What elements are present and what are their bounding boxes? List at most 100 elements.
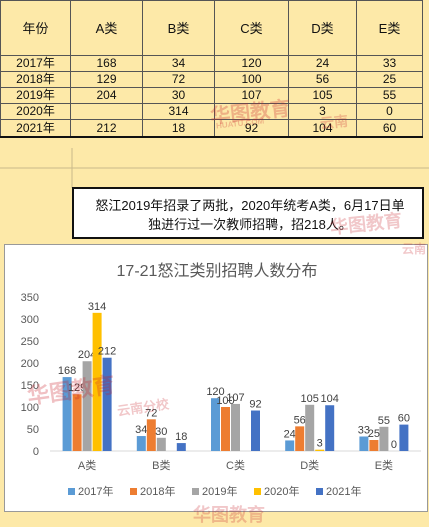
y-tick-label: 150 <box>21 380 39 392</box>
table-header-cell[interactable]: C类 <box>214 0 289 56</box>
year-cell[interactable]: 2018年 <box>0 71 71 88</box>
x-category-label: C类 <box>226 458 245 472</box>
chart-canvas: 17-21怒江类别招聘人数分布050100150200250300350A类16… <box>21 262 421 498</box>
bar-2021年-B类 <box>176 443 186 451</box>
bar-2021年-E类 <box>399 424 409 451</box>
y-tick-label: 300 <box>21 314 39 326</box>
value-cell[interactable]: 56 <box>288 71 357 88</box>
bar-2017年-B类 <box>136 436 146 451</box>
data-label: 56 <box>294 414 306 426</box>
data-label: 129 <box>68 382 86 394</box>
table-header-cell[interactable]: E类 <box>356 0 423 56</box>
value-cell[interactable]: 24 <box>288 55 357 72</box>
data-label: 107 <box>226 392 244 404</box>
table-header-row: 年份 A类 B类 C类 D类 E类 <box>0 0 423 56</box>
value-cell[interactable]: 212 <box>70 119 143 138</box>
legend-swatch <box>192 488 199 495</box>
data-table: 年份 A类 B类 C类 D类 E类 2017年 168 34 120 24 33 2018年 129 72 1… <box>0 0 423 138</box>
data-label: 212 <box>98 346 116 358</box>
legend-label: 2021年 <box>326 484 361 498</box>
value-cell[interactable]: 104 <box>288 119 357 138</box>
bar-2020年-A类 <box>92 312 102 451</box>
table-header-cell[interactable]: B类 <box>142 0 215 56</box>
data-label: 24 <box>284 428 296 440</box>
legend-swatch <box>254 488 261 495</box>
legend-swatch <box>130 488 137 495</box>
y-tick-label: 0 <box>33 446 39 458</box>
value-cell[interactable] <box>70 103 143 120</box>
value-cell[interactable]: 107 <box>214 87 289 104</box>
data-label: 34 <box>135 424 147 436</box>
bar-2021年-C类 <box>251 410 260 451</box>
x-category-label: E类 <box>375 458 393 472</box>
data-label: 72 <box>145 407 157 419</box>
bar-2018年-E类 <box>369 440 379 451</box>
value-cell[interactable]: 33 <box>356 55 423 72</box>
data-label: 120 <box>206 386 224 398</box>
note-line-1: 怒江2019年招录了两批，2020年统考A类，6月17日单 <box>95 198 405 213</box>
bar-2018年-B类 <box>146 419 156 451</box>
bar-2020年-D类 <box>315 449 325 451</box>
value-cell[interactable]: 168 <box>70 55 143 72</box>
table-row: 2020年 314 3 0 <box>0 103 423 120</box>
bar-2018年-D类 <box>295 426 305 451</box>
value-cell[interactable]: 120 <box>214 55 289 72</box>
data-label: 100 <box>216 395 234 407</box>
year-cell[interactable]: 2019年 <box>0 87 71 104</box>
legend-label: 2017年 <box>78 484 113 498</box>
value-cell[interactable]: 18 <box>142 119 215 138</box>
y-tick-label: 100 <box>21 402 39 414</box>
value-cell[interactable]: 25 <box>356 71 423 88</box>
value-cell[interactable]: 3 <box>288 103 357 120</box>
legend-label: 2020年 <box>264 484 299 498</box>
data-label: 30 <box>155 426 167 438</box>
bar-2019年-E类 <box>379 426 389 451</box>
year-cell[interactable]: 2020年 <box>0 103 71 120</box>
table-row: 2018年 129 72 100 56 25 <box>0 71 423 88</box>
bar-2021年-D类 <box>325 405 335 451</box>
x-category-label: A类 <box>78 458 96 472</box>
bar-2017年-A类 <box>62 377 72 451</box>
value-cell[interactable] <box>214 103 289 120</box>
bar-2018年-A类 <box>72 394 82 451</box>
table-row: 2019年 204 30 107 105 55 <box>0 87 423 104</box>
value-cell[interactable]: 314 <box>142 103 215 120</box>
value-cell[interactable]: 34 <box>142 55 215 72</box>
bar-2019年-C类 <box>231 403 240 451</box>
bar-2019年-B类 <box>156 437 166 451</box>
value-cell[interactable]: 92 <box>214 119 289 138</box>
year-cell[interactable]: 2021年 <box>0 119 71 138</box>
data-label: 3 <box>317 438 323 450</box>
legend-swatch <box>68 488 75 495</box>
table-header-cell[interactable]: D类 <box>288 0 357 56</box>
table-header-cell[interactable]: A类 <box>70 0 143 56</box>
data-label: 204 <box>78 349 96 361</box>
value-cell[interactable]: 129 <box>70 71 143 88</box>
data-label: 60 <box>398 413 410 425</box>
value-cell[interactable]: 30 <box>142 87 215 104</box>
data-label: 33 <box>358 424 370 436</box>
x-category-label: D类 <box>300 458 319 472</box>
data-label: 105 <box>301 393 319 405</box>
value-cell[interactable]: 100 <box>214 71 289 88</box>
value-cell[interactable]: 105 <box>288 87 357 104</box>
value-cell[interactable]: 55 <box>356 87 423 104</box>
chart-title: 17-21怒江类别招聘人数分布 <box>117 262 318 280</box>
y-tick-label: 50 <box>27 424 39 436</box>
value-cell[interactable]: 204 <box>70 87 143 104</box>
year-cell[interactable]: 2017年 <box>0 55 71 72</box>
data-label: 92 <box>249 399 261 411</box>
bar-2017年-D类 <box>285 440 295 451</box>
value-cell[interactable]: 60 <box>356 119 423 138</box>
y-tick-label: 350 <box>21 292 39 304</box>
value-cell[interactable]: 72 <box>142 71 215 88</box>
data-label: 25 <box>368 428 380 440</box>
legend-label: 2018年 <box>140 484 175 498</box>
note-line-2: 独进行过一次教师招聘，招218人。 <box>148 217 352 232</box>
table-header-cell[interactable]: 年份 <box>0 0 71 56</box>
data-label: 104 <box>321 393 339 405</box>
data-label: 18 <box>175 431 187 443</box>
note-box: 怒江2019年招录了两批，2020年统考A类，6月17日单 独进行过一次教师招聘… <box>72 187 424 239</box>
value-cell[interactable]: 0 <box>356 103 423 120</box>
